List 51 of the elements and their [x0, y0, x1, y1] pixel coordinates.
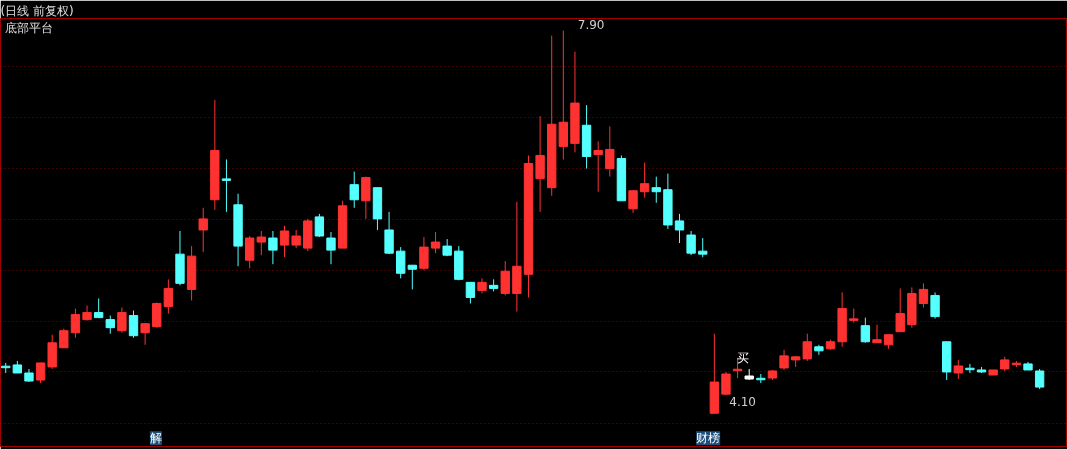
- candlestick: [686, 230, 696, 256]
- candlestick: [953, 359, 963, 380]
- candlestick: [802, 333, 812, 362]
- candlestick: [918, 282, 929, 309]
- candlestick: [291, 229, 301, 249]
- candlestick: [651, 176, 661, 204]
- candlestick: [639, 162, 650, 199]
- candlestick: [895, 287, 905, 333]
- candlestick: [419, 236, 429, 271]
- annotation: 解: [149, 431, 162, 446]
- candlestick: [82, 305, 92, 322]
- candlestick: [1034, 368, 1045, 390]
- candlestick: [860, 317, 871, 344]
- candlestick: [628, 190, 638, 214]
- candlestick: [361, 176, 371, 220]
- candlestick: [198, 207, 208, 253]
- candlestick: [430, 231, 441, 254]
- candlestick: [268, 230, 278, 265]
- candlestick: [384, 211, 394, 255]
- annotation: 7.90: [577, 18, 605, 33]
- candlestick: [674, 213, 685, 244]
- candlestick: [152, 301, 162, 329]
- candlestick: [35, 362, 46, 384]
- candlestick: [279, 225, 290, 258]
- candlestick: [593, 140, 603, 193]
- candlestick: [70, 308, 81, 339]
- chart-title: (日线 前复权): [0, 3, 74, 18]
- candlestick: [93, 297, 104, 319]
- candlestick: [221, 158, 232, 213]
- candlestick: [128, 310, 139, 339]
- annotation: 4.10: [729, 394, 756, 409]
- candlestick: [965, 363, 975, 374]
- candlestick: [326, 231, 336, 265]
- candlestick: [140, 323, 150, 346]
- candlestick: [500, 260, 510, 296]
- candlestick: [349, 171, 359, 209]
- candlestick: [59, 328, 69, 349]
- candlestick: [535, 115, 545, 213]
- candlestick: [605, 125, 615, 178]
- candlestick: [872, 324, 882, 344]
- candlestick: [930, 291, 940, 320]
- candlestick: [163, 278, 174, 315]
- candlestick: [698, 237, 708, 258]
- candlestick: [105, 315, 115, 335]
- candlestick: [117, 307, 127, 334]
- candlestick: [465, 281, 476, 304]
- candlestick: [779, 349, 789, 371]
- annotation: 财榜: [696, 431, 721, 446]
- candlestick: [814, 344, 824, 356]
- annotation: 买: [736, 351, 749, 366]
- chart-subtitle: 底部平台: [4, 20, 53, 35]
